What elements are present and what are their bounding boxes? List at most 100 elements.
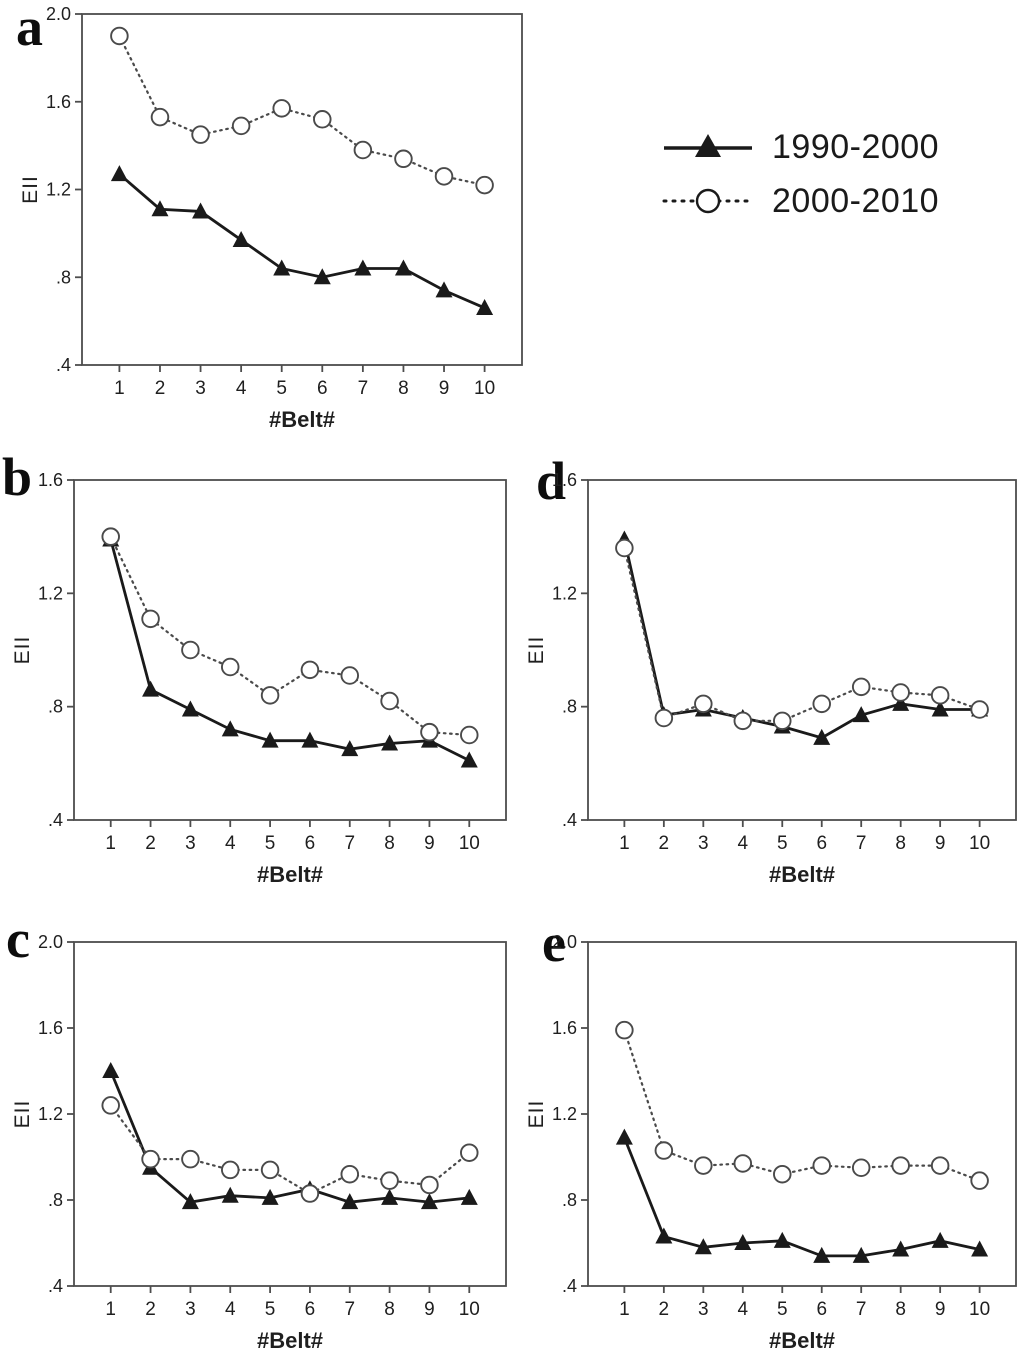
open-circle-marker-icon: [662, 188, 754, 214]
x-tick-label: 10: [969, 1299, 990, 1320]
y-tick-label: 1.2: [46, 180, 71, 200]
x-tick-label: 5: [276, 378, 287, 399]
legend-item-1990-2000: 1990-2000: [662, 124, 939, 170]
x-tick-label: 8: [895, 833, 906, 854]
circle-marker: [773, 711, 792, 731]
x-tick-label: 5: [265, 833, 276, 854]
series-line-1990-2000: [109, 1070, 470, 1204]
chart-svg-d: .4 .8 1.2 1.6 1 2 3 4 5 6 7 8 9 10 #Belt# EII: [526, 470, 1017, 887]
y-axis-label: EII: [20, 175, 42, 204]
x-tick-label: 5: [777, 833, 788, 854]
triangle-marker: [341, 740, 359, 757]
y-tick-label: .4: [562, 1276, 577, 1296]
triangle-marker: [892, 1240, 910, 1257]
y-tick-label: 1.6: [38, 470, 63, 490]
circle-marker: [930, 686, 950, 705]
triangle-marker: [931, 700, 949, 717]
y-tick-label: .8: [48, 697, 63, 717]
y-tick-label: 2.0: [552, 932, 577, 952]
circle-marker: [101, 1096, 120, 1115]
triangle-marker: [435, 281, 453, 298]
circle-marker: [260, 1160, 280, 1180]
x-tick-label: 7: [344, 1299, 355, 1320]
circle-marker: [733, 1154, 753, 1173]
x-tick-label: 8: [384, 833, 395, 854]
plot-frame: [73, 479, 507, 821]
triangle-marker: [341, 1193, 359, 1210]
legend: 1990-2000 2000-2010: [662, 124, 939, 224]
triangle-marker: [615, 1128, 633, 1145]
circle-marker: [654, 1141, 674, 1160]
triangle-marker: [852, 706, 870, 723]
chart-panel-d: .4 .8 1.2 1.6 1 2 3 4 5 6 7 8 9 10 #Belt# EII: [526, 466, 1024, 898]
chart-panel-c: .4 .8 1.2 1.6 2.0 1 2 3 4 5 6 7 8 9 10 #Belt# EII: [12, 928, 524, 1356]
chart-panel-e: .4 .8 1.2 1.6 2.0 1 2 3 4 5 6 7 8 9 10 #Belt# EII: [526, 928, 1024, 1356]
circle-marker: [150, 107, 170, 127]
legend-label-2000-2010: 2000-2010: [772, 181, 940, 220]
y-axis-label: EII: [12, 636, 34, 665]
x-tick-label: 8: [895, 1299, 906, 1320]
y-tick-label: 2.0: [38, 932, 63, 952]
circle-marker: [460, 725, 479, 745]
chart-svg-c: .4 .8 1.2 1.6 2.0 1 2 3 4 5 6 7 8 9 10 #Belt# EII: [12, 932, 507, 1353]
circle-marker: [812, 694, 831, 714]
x-tick-label: 7: [358, 378, 369, 399]
x-tick-label: 4: [738, 1299, 749, 1320]
legend-item-2000-2010: 2000-2010: [662, 178, 939, 224]
x-tick-label: 7: [344, 833, 355, 854]
x-tick-label: 3: [698, 833, 709, 854]
triangle-marker: [773, 1231, 791, 1248]
x-tick-label: 9: [424, 833, 435, 854]
series-line-1990-2000: [109, 539, 470, 762]
circle-marker: [851, 677, 871, 697]
x-tick-label: 4: [225, 833, 236, 854]
circle-marker: [970, 700, 989, 719]
chart-svg-b: .4 .8 1.2 1.6 1 2 3 4 5 6 7 8 9 10 #Belt# EII: [12, 470, 507, 887]
triangle-marker: [460, 751, 478, 768]
x-tick-label: 4: [236, 378, 247, 399]
circle-marker: [654, 708, 674, 728]
x-tick-label: 7: [856, 833, 867, 854]
y-axis-label: EII: [526, 636, 548, 665]
x-tick-label: 3: [185, 833, 196, 854]
triangle-marker: [221, 1186, 239, 1203]
chart-panel-a: .4 .8 1.2 1.6 2.0 1 2 3 4 5 6 7 8 9 10 #Belt# EII: [20, 0, 540, 443]
x-tick-label: 3: [185, 1299, 196, 1320]
triangle-marker: [221, 720, 239, 737]
x-tick-label: 3: [698, 1299, 709, 1320]
y-tick-label: 1.2: [38, 1104, 63, 1124]
circle-marker: [300, 1184, 320, 1203]
panel-label-b: b: [2, 447, 33, 507]
y-tick-label: 1.2: [552, 1104, 577, 1124]
circle-marker: [420, 1175, 439, 1195]
triangle-marker: [261, 731, 279, 748]
triangle-marker: [273, 259, 291, 276]
circle-marker: [101, 527, 120, 546]
circle-marker: [851, 1158, 871, 1177]
y-tick-label: .4: [562, 810, 577, 830]
circle-marker: [615, 1020, 634, 1040]
circle-marker: [420, 722, 439, 742]
x-tick-label: 8: [384, 1299, 395, 1320]
triangle-marker: [313, 268, 331, 285]
triangle-marker: [655, 1227, 673, 1244]
x-tick-label: 7: [856, 1299, 867, 1320]
x-tick-label: 10: [474, 378, 495, 399]
chart-svg-a: .4 .8 1.2 1.6 2.0 1 2 3 4 5 6 7 8 9 10 #Belt# EII: [20, 4, 523, 432]
circle-marker: [891, 1156, 910, 1175]
x-tick-label: 3: [195, 378, 206, 399]
chart-panel-b: .4 .8 1.2 1.6 1 2 3 4 5 6 7 8 9 10 #Belt# EII: [12, 466, 524, 898]
x-axis-label: #Belt#: [269, 407, 335, 432]
x-tick-label: 6: [816, 833, 827, 854]
x-axis-label: #Belt#: [769, 862, 835, 887]
x-tick-label: 9: [935, 833, 946, 854]
triangle-marker: [301, 731, 319, 748]
y-tick-label: .4: [48, 810, 63, 830]
series-line-1990-2000: [118, 173, 486, 310]
y-tick-label: 1.6: [552, 1018, 577, 1038]
triangle-marker: [232, 230, 250, 247]
triangle-marker: [892, 694, 910, 711]
y-tick-label: 1.6: [552, 470, 577, 490]
x-tick-label: 1: [114, 378, 125, 399]
circle-marker: [812, 1156, 831, 1175]
